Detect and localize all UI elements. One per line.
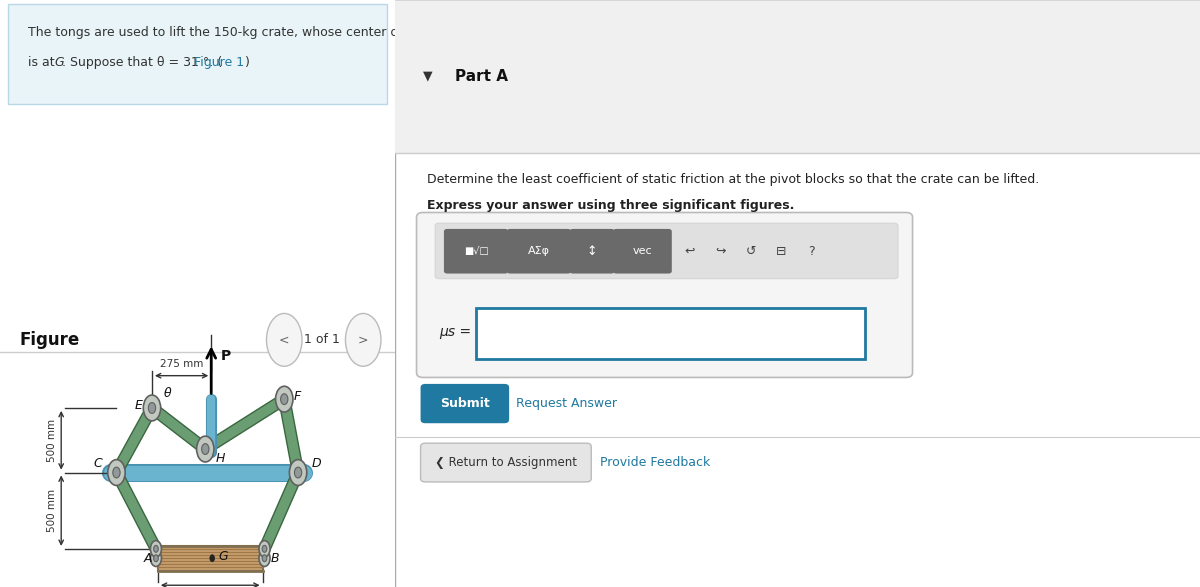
Text: Provide Feedback: Provide Feedback xyxy=(600,456,710,469)
Text: B: B xyxy=(270,552,280,565)
Text: ⊟: ⊟ xyxy=(776,245,786,258)
Text: Part A: Part A xyxy=(455,69,508,84)
Text: Request Answer: Request Answer xyxy=(516,397,617,410)
Circle shape xyxy=(108,460,125,485)
Text: ΑΣφ: ΑΣφ xyxy=(528,246,550,257)
Text: E: E xyxy=(134,399,142,411)
Text: ❮ Return to Assignment: ❮ Return to Assignment xyxy=(434,456,577,469)
Text: 275 mm: 275 mm xyxy=(160,359,203,369)
Text: G: G xyxy=(54,56,64,69)
Text: θ: θ xyxy=(164,387,172,400)
Circle shape xyxy=(294,467,301,478)
Text: P: P xyxy=(221,349,232,363)
Circle shape xyxy=(276,386,293,412)
Text: <: < xyxy=(280,333,289,346)
Text: F: F xyxy=(294,390,301,403)
Circle shape xyxy=(289,460,307,485)
Text: C: C xyxy=(94,457,103,470)
Text: Express your answer using three significant figures.: Express your answer using three signific… xyxy=(427,199,794,212)
Text: Determine the least coefficient of static friction at the pivot blocks so that t: Determine the least coefficient of stati… xyxy=(427,173,1039,185)
Text: Figure: Figure xyxy=(19,332,80,349)
FancyBboxPatch shape xyxy=(395,0,1200,153)
Circle shape xyxy=(266,313,302,366)
Circle shape xyxy=(281,394,288,404)
FancyBboxPatch shape xyxy=(613,229,672,274)
Circle shape xyxy=(262,555,266,562)
Text: ■√□: ■√□ xyxy=(463,246,488,257)
Text: μs =: μs = xyxy=(439,325,472,339)
Text: Figure 1: Figure 1 xyxy=(194,56,244,69)
Circle shape xyxy=(150,550,162,566)
Text: 500 mm: 500 mm xyxy=(47,419,58,462)
Circle shape xyxy=(154,555,158,562)
Circle shape xyxy=(346,313,380,366)
FancyBboxPatch shape xyxy=(158,546,263,571)
Text: ↺: ↺ xyxy=(745,245,756,258)
Text: 1 of 1: 1 of 1 xyxy=(304,333,340,346)
Text: ↩: ↩ xyxy=(684,245,695,258)
Circle shape xyxy=(197,436,214,462)
Text: ▼: ▼ xyxy=(422,70,433,83)
Circle shape xyxy=(150,541,162,557)
FancyBboxPatch shape xyxy=(444,229,509,274)
Circle shape xyxy=(202,444,209,454)
Text: The tongs are used to lift the 150-kg crate, whose center of mass: The tongs are used to lift the 150-kg cr… xyxy=(28,26,439,39)
FancyBboxPatch shape xyxy=(436,223,898,279)
Text: G: G xyxy=(218,550,228,563)
Circle shape xyxy=(143,395,161,421)
Text: ): ) xyxy=(245,56,250,69)
FancyBboxPatch shape xyxy=(8,4,386,104)
Text: ↕: ↕ xyxy=(587,245,598,258)
Text: 500 mm: 500 mm xyxy=(47,489,58,532)
Text: ?: ? xyxy=(809,245,815,258)
FancyBboxPatch shape xyxy=(570,229,614,274)
Circle shape xyxy=(210,555,215,562)
Text: A: A xyxy=(144,552,152,565)
Text: D: D xyxy=(312,457,322,470)
Text: ↪: ↪ xyxy=(715,245,725,258)
Circle shape xyxy=(259,541,270,557)
Circle shape xyxy=(154,545,158,552)
FancyBboxPatch shape xyxy=(420,384,509,423)
Circle shape xyxy=(262,545,266,552)
Circle shape xyxy=(149,403,156,413)
FancyBboxPatch shape xyxy=(476,308,865,359)
Circle shape xyxy=(113,467,120,478)
Text: Submit: Submit xyxy=(440,397,490,410)
Text: . Suppose that θ = 31 °. (: . Suppose that θ = 31 °. ( xyxy=(61,56,222,69)
Text: >: > xyxy=(358,333,368,346)
FancyBboxPatch shape xyxy=(416,212,912,377)
Text: vec: vec xyxy=(632,246,653,257)
Text: is at: is at xyxy=(28,56,59,69)
Circle shape xyxy=(259,550,270,566)
FancyBboxPatch shape xyxy=(506,229,571,274)
Text: H: H xyxy=(215,452,224,465)
FancyBboxPatch shape xyxy=(420,443,592,482)
